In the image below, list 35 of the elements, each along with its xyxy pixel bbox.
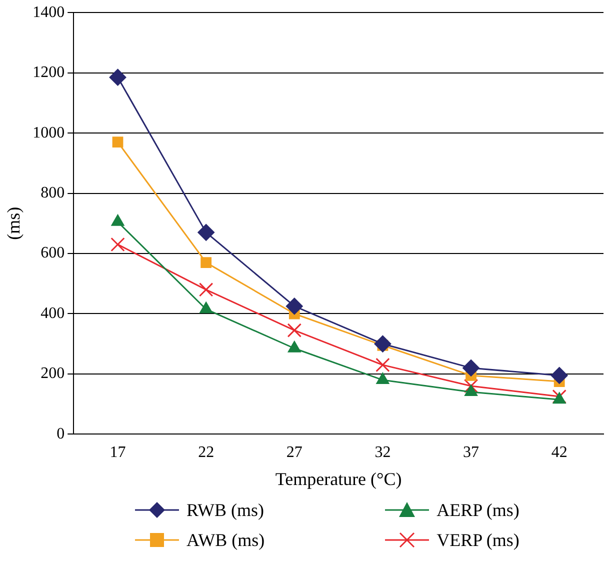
point (287, 323, 302, 338)
point (374, 335, 392, 352)
point (286, 298, 303, 315)
point (462, 359, 480, 376)
point (198, 224, 215, 241)
x-tick-label: 32 (374, 444, 391, 462)
point (198, 282, 214, 297)
x-tick-label: 27 (286, 444, 302, 462)
y-tick-label: 800 (40, 184, 65, 202)
legend-label: AERP (ms) (436, 500, 520, 520)
y-axis-title: (ms) (4, 206, 24, 240)
x-tick-label: 17 (110, 444, 126, 462)
y-tick-label: 200 (40, 365, 65, 382)
y-tick-label: 600 (40, 244, 65, 262)
point (112, 136, 124, 148)
y-tick-label: 400 (40, 304, 65, 322)
point (109, 68, 126, 86)
point (110, 237, 125, 252)
y-tick-label: 0 (56, 425, 65, 442)
point (464, 384, 478, 396)
point (552, 392, 566, 404)
y-tick-label: 1000 (32, 124, 65, 142)
legend-label: VERP (ms) (436, 530, 520, 550)
point (550, 366, 568, 384)
y-tick-label: 1200 (32, 64, 65, 82)
x-tick-label: 22 (198, 444, 214, 462)
legend-label: AWB (ms) (186, 530, 265, 550)
y-tick-label: 1400 (32, 4, 65, 21)
point (200, 257, 212, 268)
x-tick-label: 42 (551, 444, 568, 462)
legend-label: RWB (ms) (186, 500, 264, 520)
x-tick-label: 37 (463, 444, 480, 462)
point (464, 378, 478, 394)
point (376, 358, 390, 372)
x-axis-title: Temperature (°C) (275, 468, 402, 489)
